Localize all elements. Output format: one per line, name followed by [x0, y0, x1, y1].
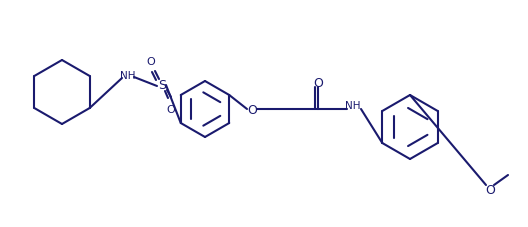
Text: O: O [313, 76, 323, 89]
Text: O: O [167, 105, 175, 114]
Text: O: O [485, 183, 495, 196]
Text: NH: NH [120, 71, 136, 81]
Text: O: O [147, 57, 155, 67]
Text: NH: NH [345, 101, 361, 111]
Text: S: S [158, 78, 166, 91]
Text: O: O [247, 103, 257, 116]
